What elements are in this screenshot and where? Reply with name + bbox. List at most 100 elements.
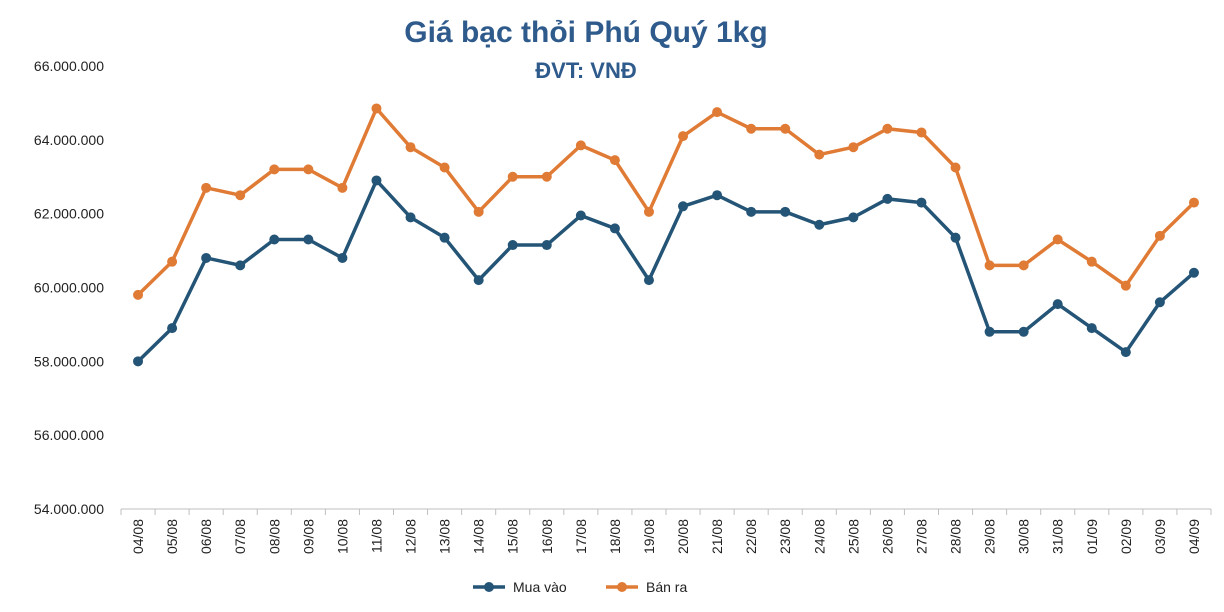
- x-tick-label: 24/08: [811, 519, 827, 554]
- data-point: [235, 190, 246, 201]
- data-point: [814, 149, 825, 160]
- data-point: [371, 175, 382, 186]
- data-point: [609, 155, 620, 166]
- data-point: [848, 142, 859, 153]
- data-point: [678, 131, 689, 142]
- data-point: [1018, 326, 1029, 337]
- data-point: [916, 127, 927, 138]
- x-tick-label: 25/08: [845, 519, 861, 554]
- x-tick-label: 06/08: [198, 519, 214, 554]
- data-point: [780, 123, 791, 134]
- data-point: [1188, 197, 1199, 208]
- x-tick-label: 15/08: [505, 519, 521, 554]
- series-line: [136, 106, 1196, 297]
- data-point: [541, 240, 552, 251]
- x-tick-label: 22/08: [743, 519, 759, 554]
- x-tick-label: 30/08: [1016, 519, 1032, 554]
- x-tick-label: 04/09: [1186, 519, 1202, 554]
- x-tick-label: 03/09: [1152, 519, 1168, 554]
- data-point: [712, 107, 723, 118]
- data-point: [1120, 347, 1131, 358]
- data-point: [405, 212, 416, 223]
- x-tick-label: 07/08: [232, 519, 248, 554]
- data-point: [235, 260, 246, 271]
- y-tick-label: 62.000.000: [34, 206, 104, 222]
- x-tick-label: 27/08: [913, 519, 929, 554]
- data-point: [201, 252, 212, 263]
- x-tick-label: 10/08: [334, 519, 350, 554]
- data-point: [473, 275, 484, 286]
- x-tick-label: 17/08: [573, 519, 589, 554]
- data-point: [678, 201, 689, 212]
- data-point: [1120, 280, 1131, 291]
- data-point: [541, 171, 552, 182]
- data-point: [439, 232, 450, 243]
- x-tick-label: 21/08: [709, 519, 725, 554]
- data-point: [1086, 323, 1097, 334]
- x-axis: 04/08 05/08 06/08 07/08 08/08 09/08 10/08 11/08…: [120, 508, 1212, 554]
- data-point: [1188, 267, 1199, 278]
- x-tick-label: 02/09: [1118, 519, 1134, 554]
- series-layer: [133, 103, 1199, 367]
- legend: Mua vào Bán ra: [473, 579, 687, 595]
- x-tick-label: 05/08: [164, 519, 180, 554]
- y-tick-label: 54.000.000: [34, 501, 104, 517]
- y-tick-label: 66.000.000: [34, 58, 104, 74]
- data-point: [882, 193, 893, 204]
- y-tick-label: 58.000.000: [34, 353, 104, 369]
- data-point: [303, 164, 314, 175]
- data-point: [575, 210, 586, 221]
- x-tick-label: 19/08: [641, 519, 657, 554]
- data-point: [1052, 234, 1063, 245]
- data-point: [269, 234, 280, 245]
- data-point: [167, 256, 178, 267]
- data-point: [950, 162, 961, 173]
- data-point: [746, 123, 757, 134]
- data-point: [1154, 297, 1165, 308]
- data-point: [848, 212, 859, 223]
- data-point: [1086, 256, 1097, 267]
- y-tick-label: 64.000.000: [34, 132, 104, 148]
- data-point: [643, 275, 654, 286]
- series-1: [133, 175, 1199, 367]
- legend-marker: [484, 582, 494, 592]
- x-tick-label: 12/08: [403, 519, 419, 554]
- x-tick-label: 08/08: [266, 519, 282, 554]
- x-tick-label: 01/09: [1084, 519, 1100, 554]
- y-tick-label: 56.000.000: [34, 427, 104, 443]
- data-point: [507, 171, 518, 182]
- data-point: [1018, 260, 1029, 271]
- x-tick-label: 18/08: [607, 519, 623, 554]
- x-tick-label: 20/08: [675, 519, 691, 554]
- x-tick-label: 29/08: [982, 519, 998, 554]
- data-point: [371, 103, 382, 114]
- data-point: [643, 206, 654, 217]
- x-tick-label: 23/08: [777, 519, 793, 554]
- y-axis: 54.000.000 56.000.000 58.000.000 60.000.000…: [34, 58, 104, 517]
- data-point: [133, 356, 144, 367]
- data-point: [950, 232, 961, 243]
- x-tick-label: 26/08: [879, 519, 895, 554]
- data-point: [507, 240, 518, 251]
- x-tick-label: 28/08: [948, 519, 964, 554]
- legend-label: Mua vào: [513, 579, 567, 595]
- chart-title: Giá bạc thỏi Phú Quý 1kg: [404, 16, 767, 49]
- data-point: [133, 289, 144, 300]
- data-point: [609, 223, 620, 234]
- data-point: [269, 164, 280, 175]
- data-point: [984, 260, 995, 271]
- data-point: [575, 140, 586, 151]
- x-tick-label: 16/08: [539, 519, 555, 554]
- legend-marker: [617, 582, 627, 592]
- data-point: [984, 326, 995, 337]
- legend-item: Bán ra: [606, 579, 687, 595]
- data-point: [1052, 299, 1063, 310]
- data-point: [814, 219, 825, 230]
- series-2: [133, 103, 1199, 300]
- data-point: [303, 234, 314, 245]
- data-point: [337, 182, 348, 193]
- data-point: [780, 206, 791, 217]
- x-tick-label: 11/08: [368, 519, 384, 553]
- data-point: [337, 252, 348, 263]
